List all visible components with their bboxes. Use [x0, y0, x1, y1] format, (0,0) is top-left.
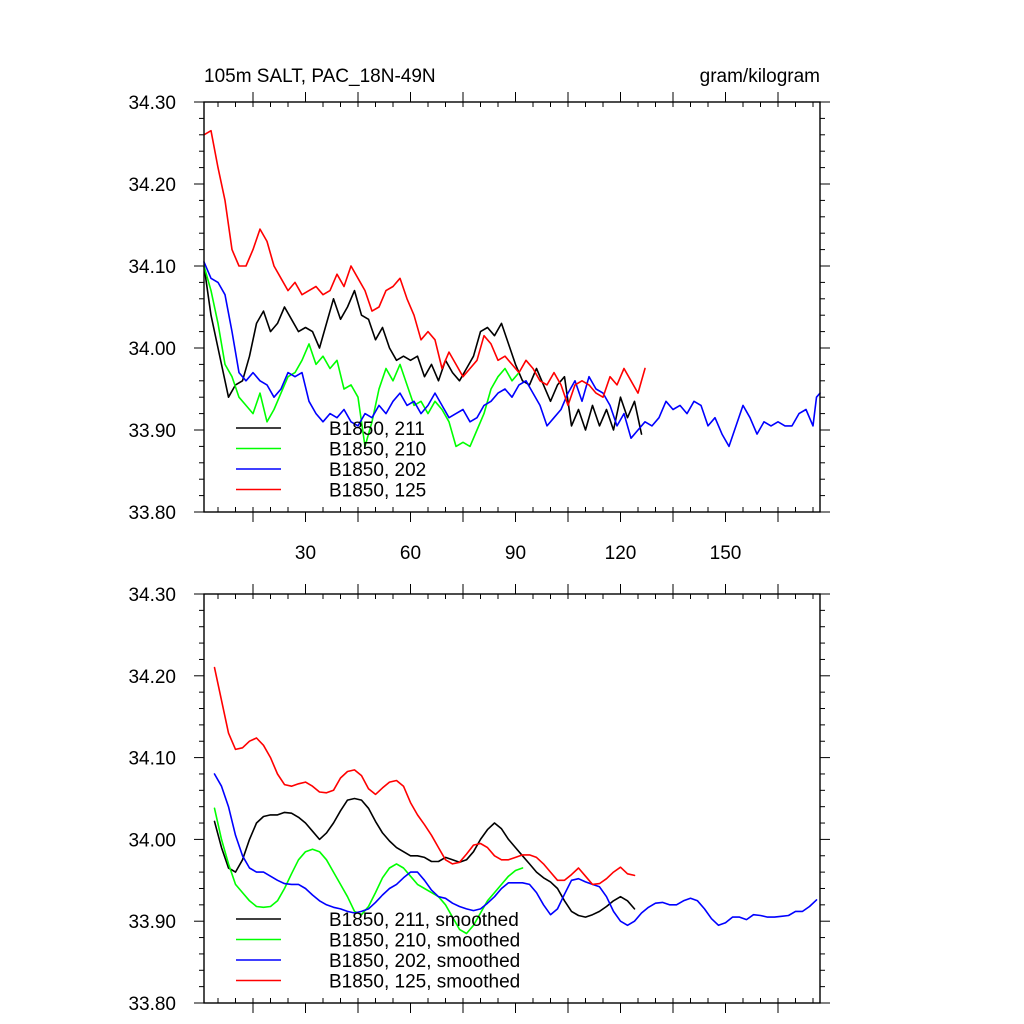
x-tick-label: 150: [710, 543, 742, 564]
legend-label: B1850, 125, smoothed: [329, 972, 520, 993]
y-tick-label: 34.20: [128, 667, 176, 688]
y-tick-label: 34.30: [128, 93, 176, 114]
legend-label: B1850, 210, smoothed: [329, 931, 520, 952]
chart-title: 105m SALT, PAC_18N-49N: [204, 66, 436, 87]
y-tick-label: 33.80: [128, 994, 176, 1015]
legend-label: B1850, 202: [329, 460, 426, 481]
legend-label: B1850, 211: [329, 419, 425, 440]
units-label: gram/kilogram: [700, 66, 820, 87]
x-tick-label: 60: [400, 543, 421, 564]
series-line: [213, 807, 524, 935]
legend-label: B1850, 125: [329, 481, 426, 502]
y-tick-label: 34.10: [128, 257, 176, 278]
x-tick-label: 90: [505, 543, 526, 564]
legend-label: B1850, 202, smoothed: [329, 951, 520, 972]
x-tick-label: 120: [605, 543, 637, 564]
y-tick-label: 34.20: [128, 175, 176, 196]
plot-frame: [203, 593, 821, 1004]
y-tick-label: 33.90: [128, 912, 176, 933]
series-line: [213, 666, 636, 886]
x-tick-label: 30: [295, 543, 316, 564]
y-tick-label: 33.90: [128, 421, 176, 442]
y-tick-label: 34.10: [128, 749, 176, 770]
series-line: [213, 773, 818, 927]
series-line: [203, 265, 520, 448]
series-line: [203, 261, 821, 448]
top-panel-raw: 105m SALT, PAC_18N-49N gram/kilogram 30 60 9…: [128, 66, 830, 564]
series-line: [213, 797, 636, 918]
bottom-panel-smoothed: 33.80 33.90 34.00 34.10 34.20 34.30 B1850, 211…: [128, 584, 830, 1015]
series-line: [203, 265, 643, 435]
series-line: [203, 129, 646, 407]
legend-label: B1850, 211, smoothed: [329, 910, 519, 931]
y-tick-label: 33.80: [128, 503, 176, 524]
y-tick-label: 34.30: [128, 585, 176, 606]
y-tick-label: 34.00: [128, 339, 176, 360]
plot-frame: [203, 101, 821, 513]
legend-label: B1850, 210: [329, 440, 426, 461]
y-tick-label: 34.00: [128, 830, 176, 851]
